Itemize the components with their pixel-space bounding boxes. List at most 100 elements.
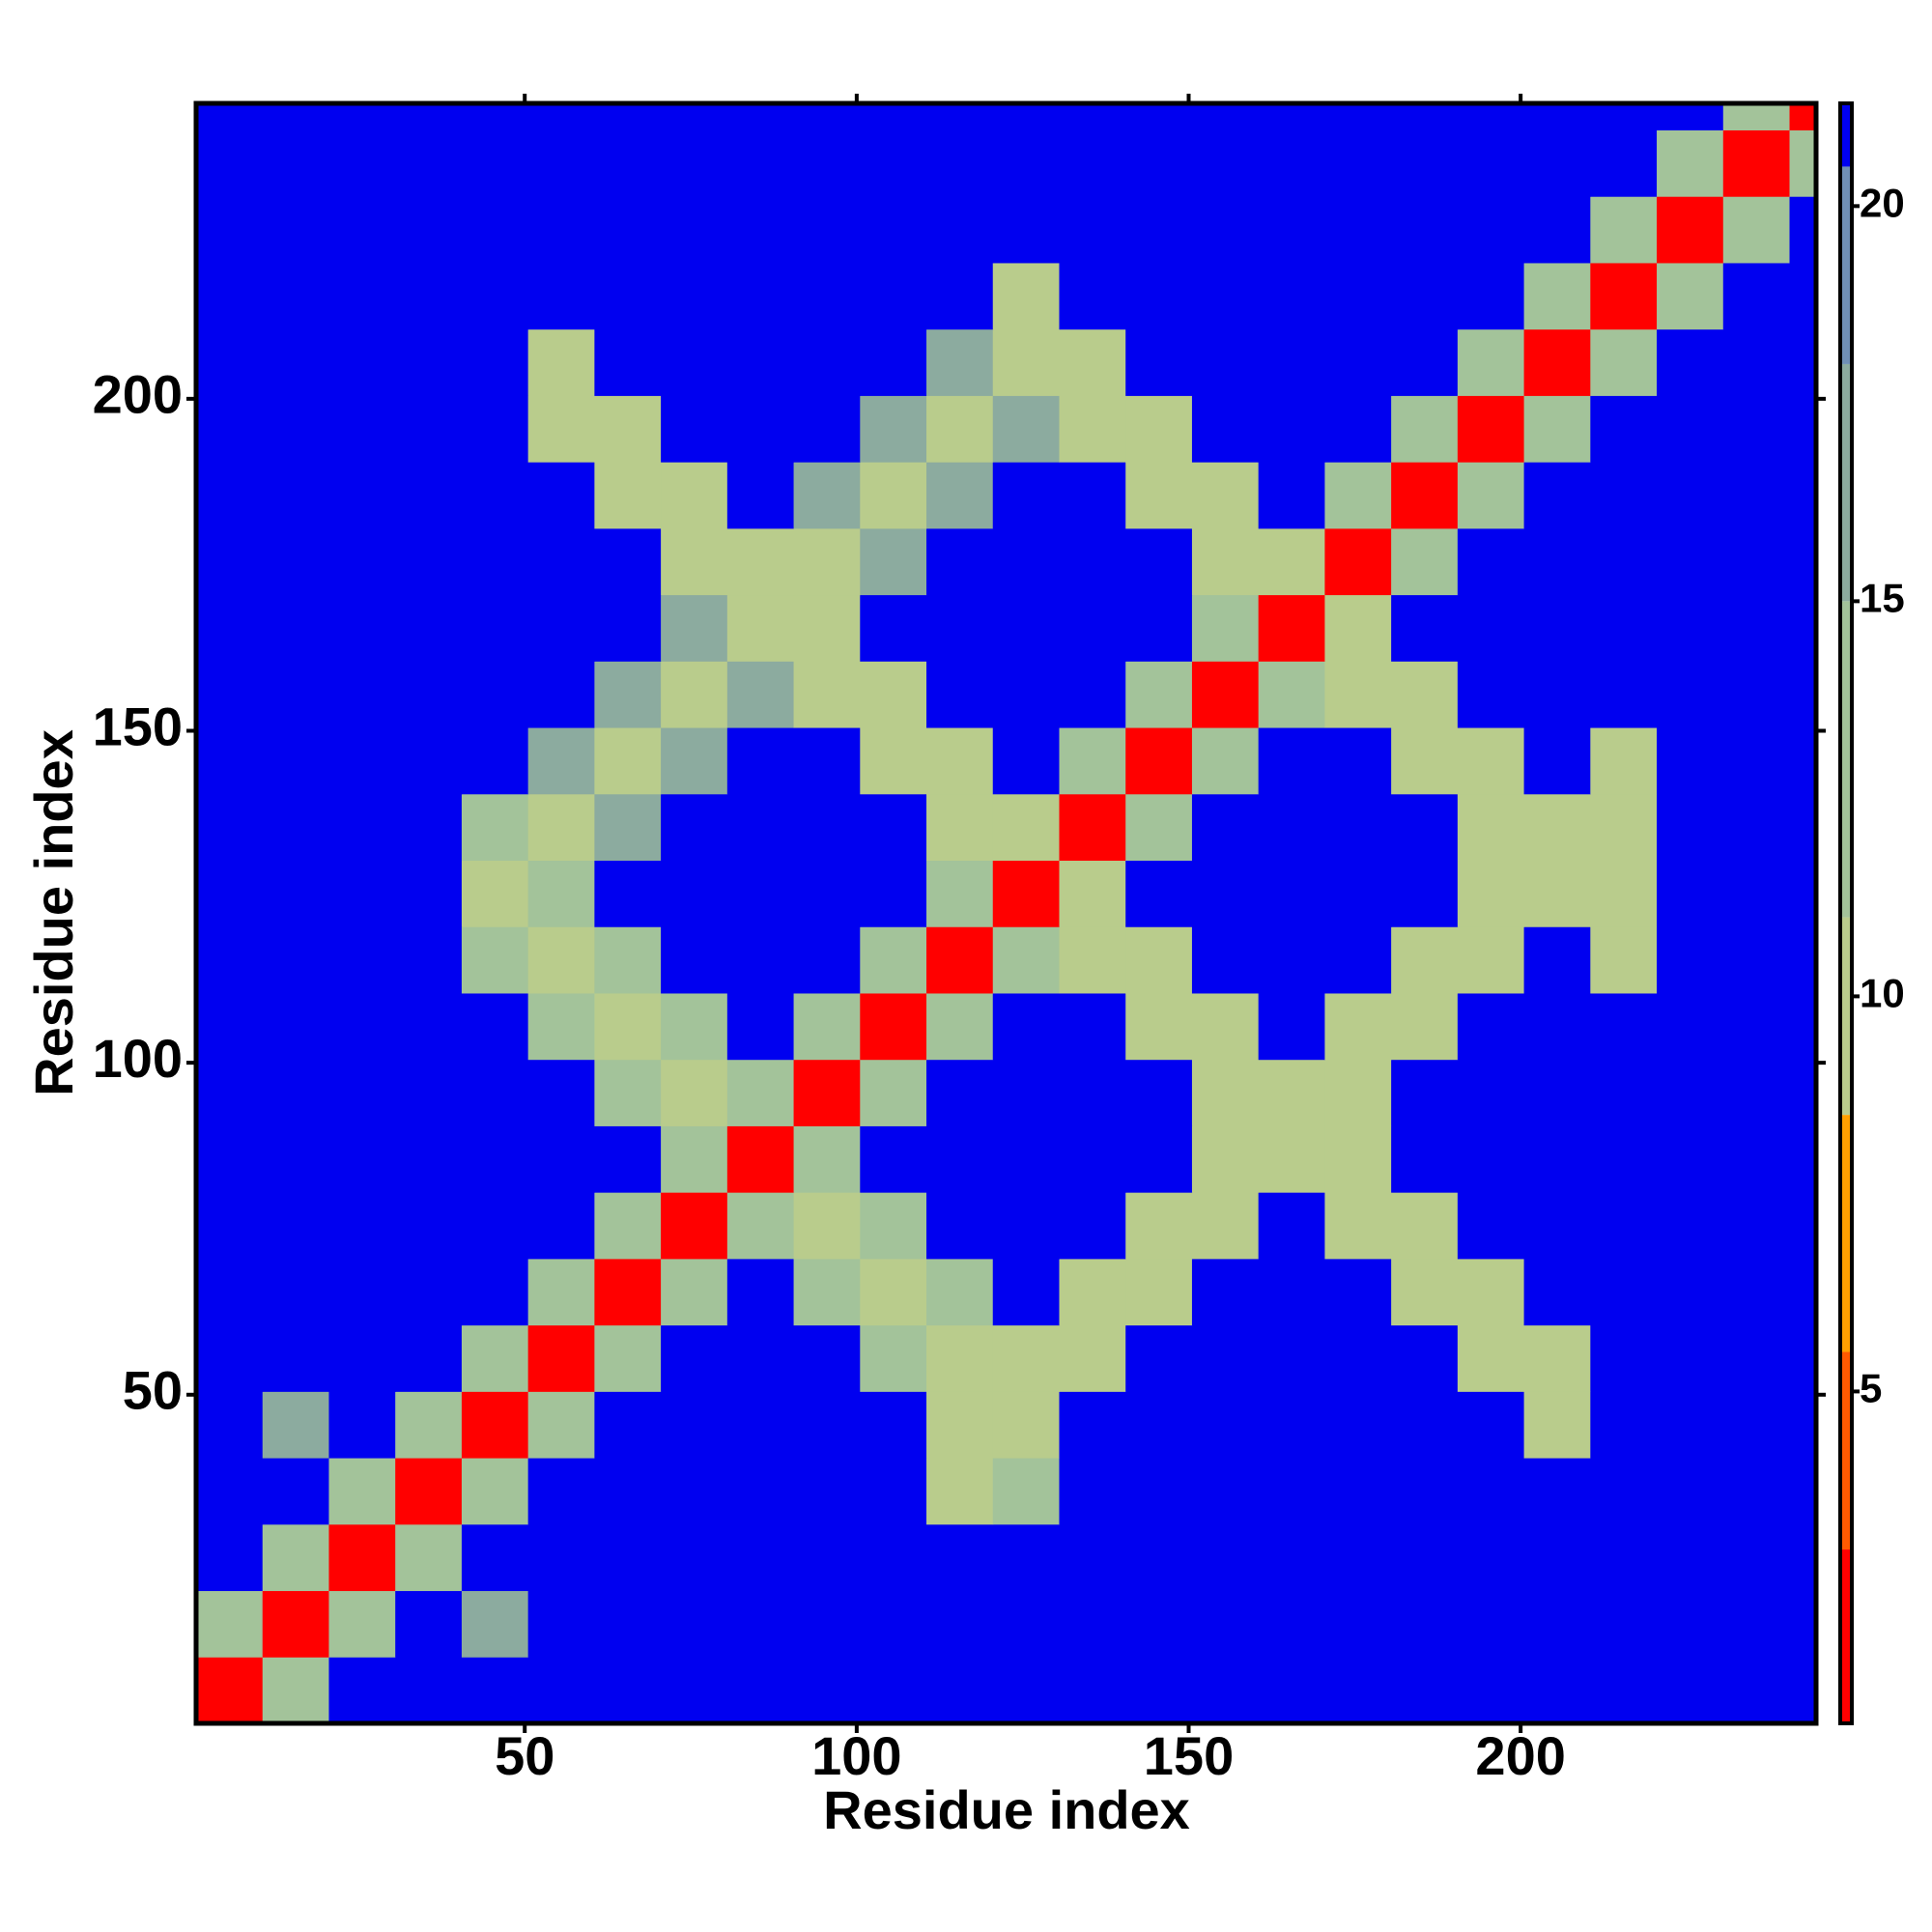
heatmap-cell: [1391, 594, 1459, 662]
heatmap-cell: [1722, 727, 1791, 795]
heatmap-cell: [395, 1192, 463, 1260]
heatmap-cell: [726, 527, 795, 596]
heatmap-cell: [661, 860, 728, 927]
heatmap-cell: [1789, 727, 1816, 795]
heatmap-cell: [1391, 1059, 1459, 1126]
x-tick-label: 150: [1144, 1725, 1234, 1786]
heatmap-cell: [1059, 793, 1126, 862]
heatmap-cell: [726, 262, 795, 330]
heatmap-cell: [1722, 860, 1791, 927]
heatmap-cell: [1324, 328, 1392, 396]
heatmap-cell: [926, 395, 994, 463]
heatmap-cell: [1191, 1391, 1260, 1459]
heatmap-cell: [328, 793, 396, 862]
heatmap-cell: [594, 1125, 662, 1193]
heatmap-cell: [661, 1657, 728, 1723]
colorbar-segment: [1840, 1549, 1852, 1723]
heatmap-cell: [793, 1258, 861, 1326]
heatmap-cell: [793, 1458, 861, 1525]
heatmap-cell: [661, 196, 728, 264]
heatmap-cell: [1191, 1258, 1260, 1326]
heatmap-cell: [1324, 462, 1392, 529]
heatmap-cell: [793, 196, 861, 264]
heatmap-cell: [926, 1391, 994, 1459]
heatmap-cell: [328, 661, 396, 728]
heatmap-cell: [1657, 1391, 1724, 1459]
heatmap-cell: [926, 129, 994, 197]
heatmap-cell: [992, 926, 1060, 994]
heatmap-cell: [992, 1657, 1060, 1723]
heatmap-cell: [926, 1059, 994, 1126]
heatmap-cell: [1191, 1657, 1260, 1723]
heatmap-cell: [1789, 129, 1816, 197]
heatmap-cell: [1258, 103, 1325, 130]
heatmap-cell: [1657, 129, 1724, 197]
heatmap-cell: [1258, 1523, 1325, 1592]
heatmap-cell: [1324, 1590, 1392, 1658]
heatmap-cell: [1324, 1458, 1392, 1525]
heatmap-cell: [1789, 1059, 1816, 1126]
heatmap-cell: [1059, 527, 1126, 596]
heatmap-cell: [1523, 1324, 1591, 1392]
heatmap-cell: [1059, 196, 1126, 264]
heatmap-cell: [1125, 103, 1193, 130]
heatmap-cell: [461, 462, 529, 529]
heatmap-cell: [726, 1125, 795, 1193]
heatmap-cell: [1258, 129, 1325, 197]
heatmap-cell: [328, 860, 396, 927]
heatmap-cell: [1125, 395, 1193, 463]
heatmap-cell: [461, 328, 529, 396]
heatmap-cell: [1457, 860, 1525, 927]
y-tick-label: 200: [93, 364, 183, 425]
heatmap-cell: [395, 1258, 463, 1326]
heatmap-cell: [1258, 594, 1325, 662]
heatmap-cell: [860, 196, 927, 264]
heatmap-cell: [926, 328, 994, 396]
heatmap-cell: [196, 196, 264, 264]
heatmap-cell: [527, 860, 595, 927]
heatmap-cell: [527, 1059, 595, 1126]
heatmap-cell: [594, 1059, 662, 1126]
heatmap-cell: [661, 462, 728, 529]
heatmap-cell: [992, 262, 1060, 330]
heatmap-cell: [328, 129, 396, 197]
heatmap-cell: [1789, 1324, 1816, 1392]
heatmap-cell: [527, 1590, 595, 1658]
heatmap-cell: [1191, 926, 1260, 994]
heatmap-cell: [1457, 462, 1525, 529]
heatmap-cell: [395, 1590, 463, 1658]
heatmap-cell: [1059, 1657, 1126, 1723]
heatmap-cell: [262, 860, 329, 927]
heatmap-cell: [1191, 594, 1260, 662]
heatmap-cell: [328, 103, 396, 130]
heatmap-cell: [395, 1657, 463, 1723]
heatmap-cell: [1523, 129, 1591, 197]
heatmap-cell: [1722, 1458, 1791, 1525]
heatmap-cell: [196, 992, 264, 1061]
heatmap-cell: [594, 1391, 662, 1459]
heatmap-cell: [1523, 1125, 1591, 1193]
heatmap-cell: [726, 1657, 795, 1723]
heatmap-cell: [395, 196, 463, 264]
heatmap-cell: [1125, 1523, 1193, 1592]
heatmap-cell: [395, 395, 463, 463]
heatmap-cell: [527, 992, 595, 1061]
heatmap-cell: [1059, 129, 1126, 197]
heatmap-cell: [1523, 262, 1591, 330]
heatmap-cell: [1391, 462, 1459, 529]
heatmap-cell: [726, 594, 795, 662]
heatmap-cell: [1191, 1324, 1260, 1392]
heatmap-cell: [1789, 992, 1816, 1061]
heatmap-cell: [594, 727, 662, 795]
heatmap-cell: [860, 1192, 927, 1260]
heatmap-cell: [1457, 992, 1525, 1061]
heatmap-cell: [1789, 1590, 1816, 1658]
heatmap-cell: [1457, 926, 1525, 994]
heatmap-cell: [793, 1324, 861, 1392]
heatmap-cell: [1523, 395, 1591, 463]
heatmap-cell: [328, 1391, 396, 1459]
heatmap-cell: [1059, 860, 1126, 927]
heatmap-cell: [1191, 262, 1260, 330]
heatmap-cell: [793, 129, 861, 197]
